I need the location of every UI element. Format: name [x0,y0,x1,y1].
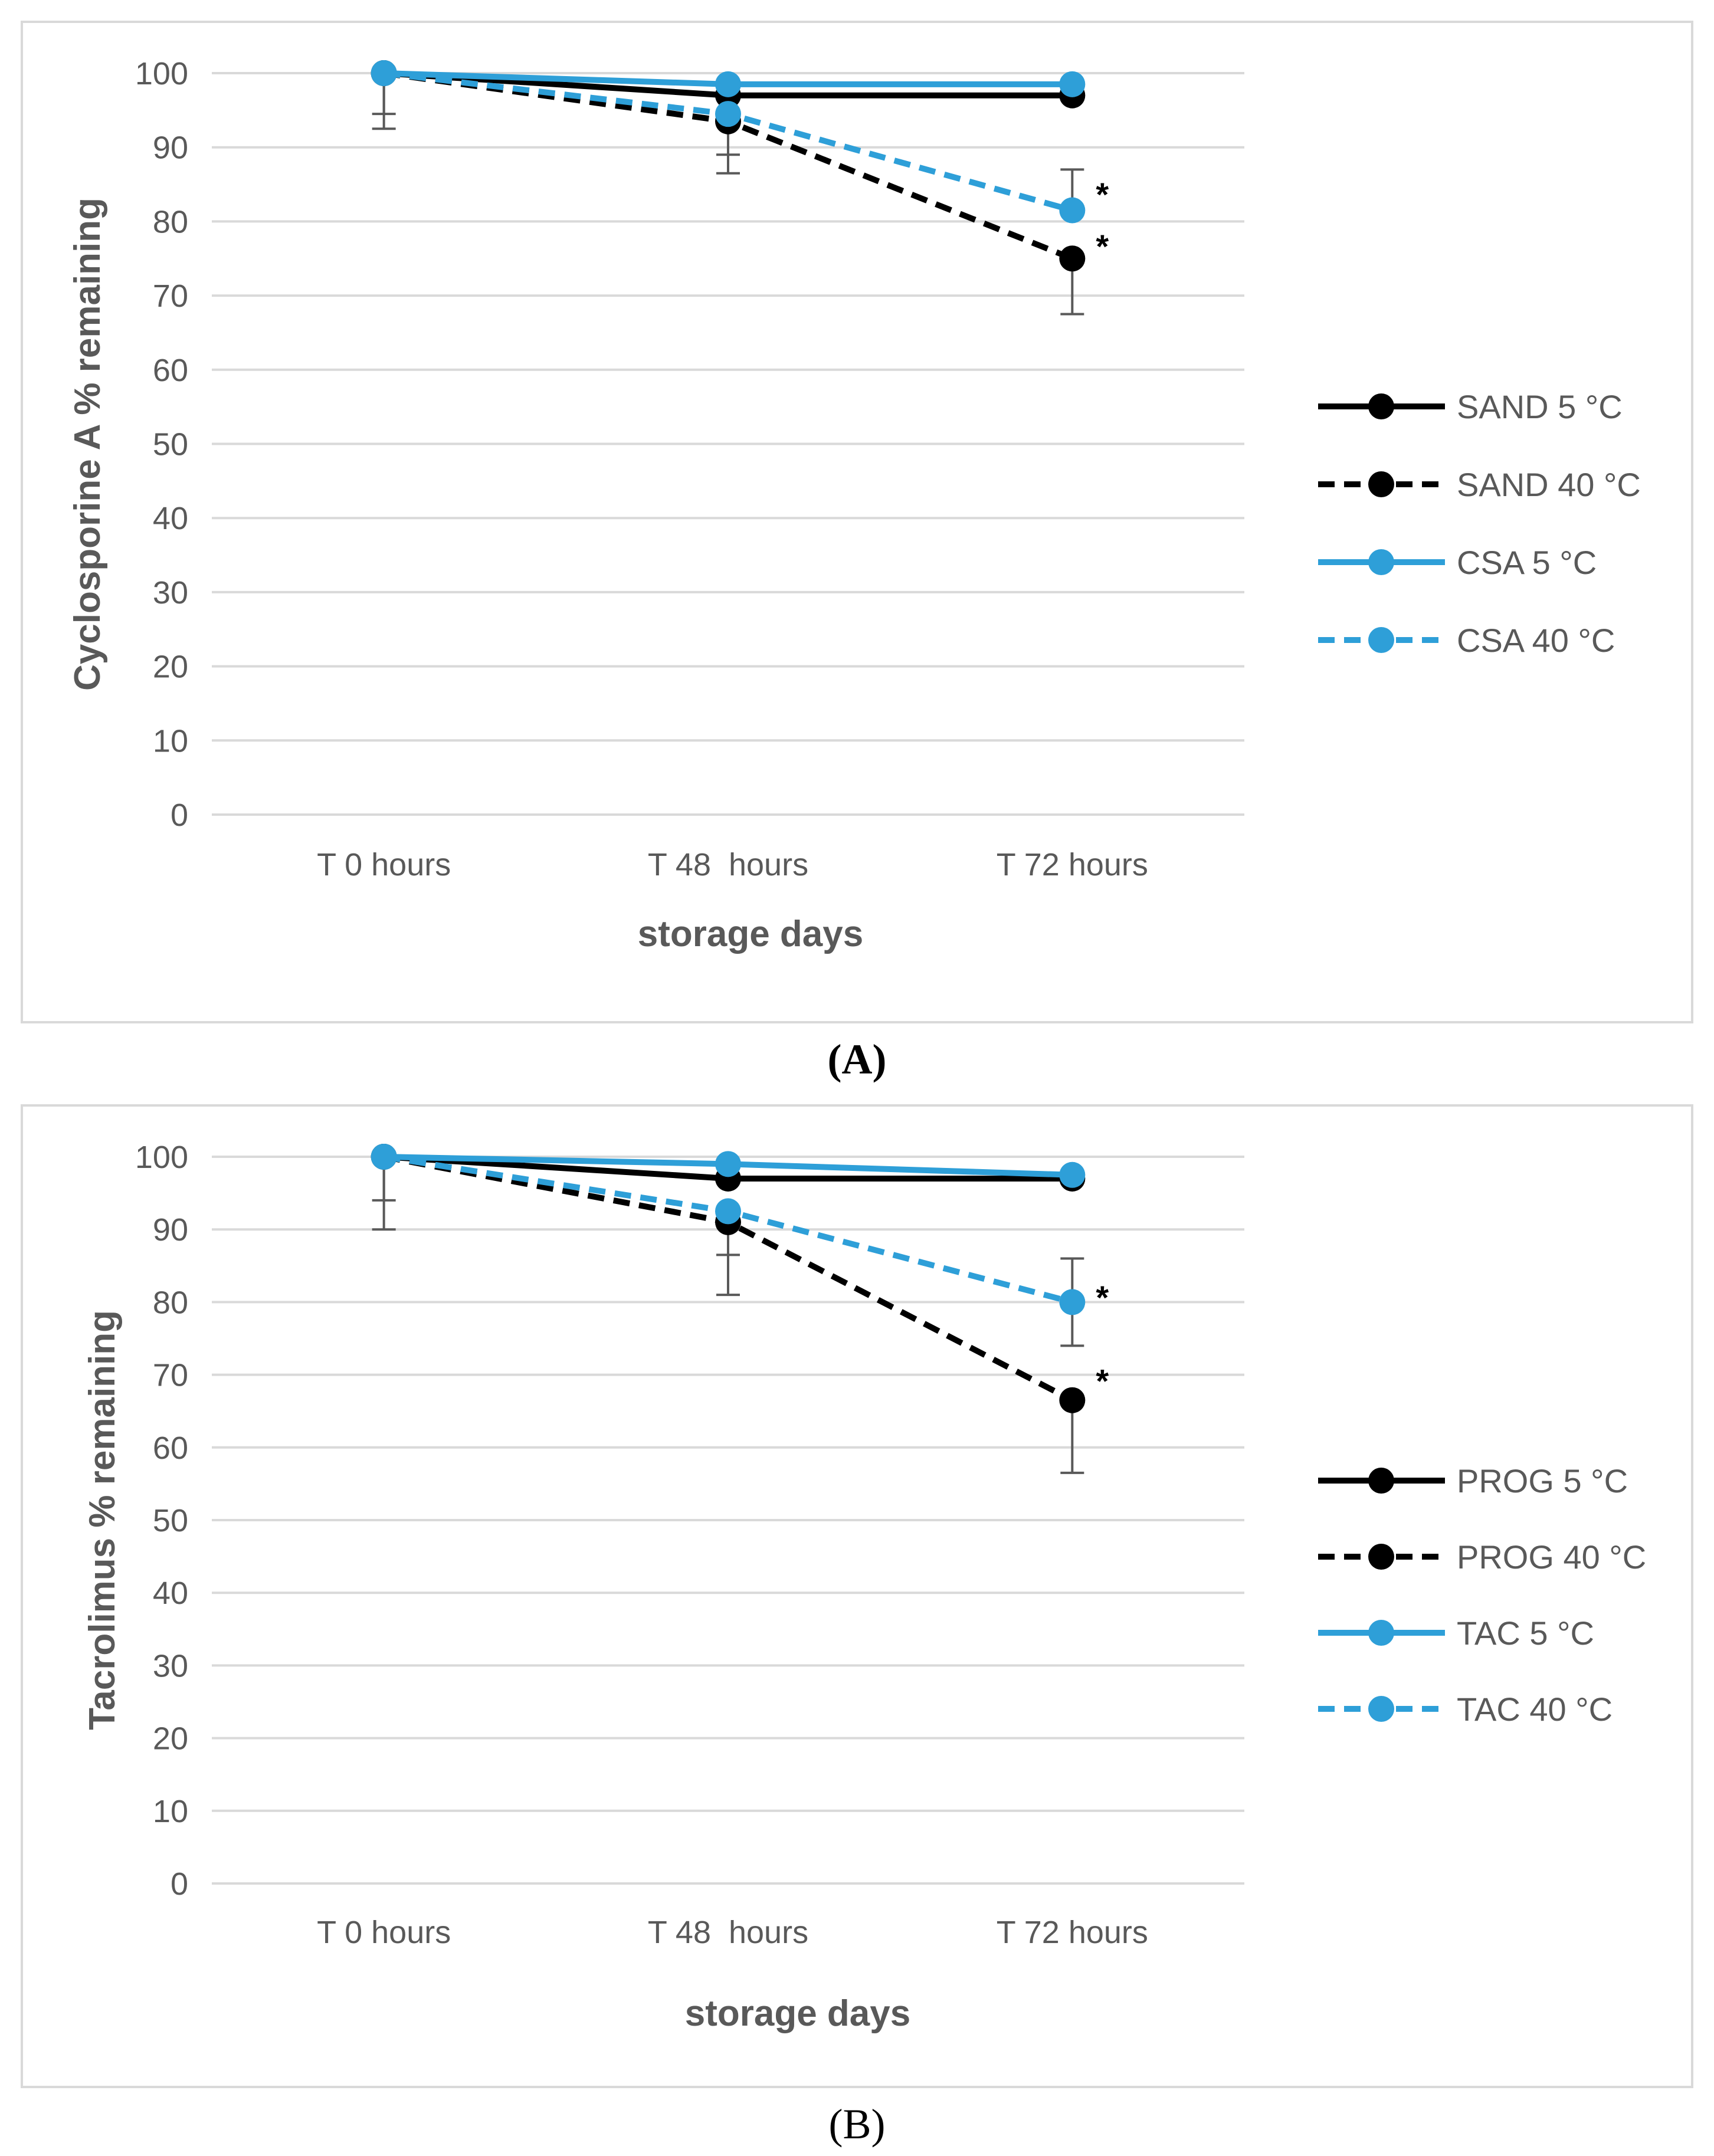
chart-a-x-axis-title: storage days [638,914,864,954]
chart-a-legend-marker [1368,549,1394,575]
chart-b-y-tick-label: 0 [171,1866,188,1902]
chart-b-y-tick-label: 20 [153,1721,188,1757]
chart-a-legend-marker [1368,471,1394,497]
chart-b-svg: 0 10 20 30 40 50 60 70 80 90 100 T 0 hours T 48 hour… [82,1140,1646,2034]
chart-b-y-tick-label: 30 [153,1648,188,1684]
chart-b-x-axis-title: storage days [685,1993,911,2034]
chart-a-y-tick-label: 100 [135,56,188,91]
chart-b-legend-label: PROG 5 °C [1457,1462,1628,1499]
chart-a-series-point [715,101,741,127]
chart-b-series-point [715,1198,741,1225]
chart-a-y-tick-label: 80 [153,204,188,239]
chart-panel-a: 0 10 20 30 40 50 60 70 80 90 100 T 0 hours T 48 hour… [21,21,1693,1023]
chart-b-legend-marker [1368,1544,1394,1570]
chart-a-y-tick-label: 10 [153,723,188,759]
chart-b-legend-marker [1368,1468,1394,1494]
chart-a-y-tick-label: 40 [153,501,188,536]
chart-a-legend-label: SAND 5 °C [1457,388,1623,425]
chart-b-y-tick-label: 80 [153,1285,188,1320]
chart-b-legend-label: TAC 40 °C [1457,1691,1613,1728]
chart-b-legend-marker [1368,1696,1394,1722]
chart-b-legend-marker [1368,1620,1394,1646]
chart-b-y-tick-label: 70 [153,1358,188,1393]
chart-a-y-tick-label: 50 [153,427,188,462]
chart-a-series-point [1059,71,1086,97]
chart-b-series-point [371,1144,397,1170]
chart-b-x-tick-label: T 48 hours [648,1915,808,1950]
chart-b-y-tick-label: 50 [153,1503,188,1538]
chart-b-y-tick-label: 100 [135,1140,188,1175]
panel-label-b: (B) [828,2101,886,2148]
panel-label-a: (A) [827,1036,887,1083]
chart-a-series-point [1059,197,1086,224]
chart-b-series-point [1059,1387,1086,1413]
chart-b-legend-label: TAC 5 °C [1457,1614,1594,1652]
chart-b-significance-marker: * [1096,1363,1109,1400]
chart-a-y-tick-label: 90 [153,130,188,166]
chart-b-x-tick-label: T 72 hours [997,1915,1148,1950]
chart-a-legend-marker [1368,627,1394,653]
chart-a-legend-label: CSA 40 °C [1457,622,1615,659]
chart-a-series-point [371,60,397,86]
chart-a-y-axis-title: Cyclosporine A % remaining [67,198,108,691]
chart-a-y-tick-label: 30 [153,575,188,611]
chart-a-significance-marker: * [1096,228,1109,265]
chart-a-series-point [715,71,741,97]
chart-a-x-tick-label: T 0 hours [317,847,451,882]
chart-a-y-tick-label: 20 [153,649,188,685]
chart-b-y-axis-title: Tacrolimus % remaining [82,1310,123,1730]
chart-a-x-tick-label: T 72 hours [997,847,1148,882]
chart-b-series-point [1059,1289,1086,1315]
chart-a-series-point [1059,245,1086,272]
chart-b-y-tick-label: 60 [153,1430,188,1466]
chart-a-y-tick-label: 60 [153,353,188,388]
chart-a-legend-label: SAND 40 °C [1457,466,1641,503]
chart-b-legend-label: PROG 40 °C [1457,1538,1646,1576]
chart-b-series-point [715,1151,741,1177]
chart-a-svg: 0 10 20 30 40 50 60 70 80 90 100 T 0 hours T 48 hour… [67,56,1641,954]
chart-b-series-point [1059,1161,1086,1188]
chart-a-x-tick-label: T 48 hours [648,847,808,882]
chart-a-y-tick-label: 70 [153,278,188,314]
chart-a-legend-label: CSA 5 °C [1457,544,1597,581]
chart-b-y-tick-label: 10 [153,1794,188,1829]
chart-a-legend-marker [1368,393,1394,419]
chart-b-significance-marker: * [1096,1279,1109,1316]
chart-a-significance-marker: * [1096,176,1109,213]
chart-b-y-tick-label: 90 [153,1212,188,1248]
chart-a-y-tick-label: 0 [171,798,188,833]
chart-b-y-tick-label: 40 [153,1576,188,1611]
chart-panel-b: 0 10 20 30 40 50 60 70 80 90 100 T 0 hours T 48 hour… [21,1104,1693,2088]
chart-b-x-tick-label: T 0 hours [317,1915,451,1950]
